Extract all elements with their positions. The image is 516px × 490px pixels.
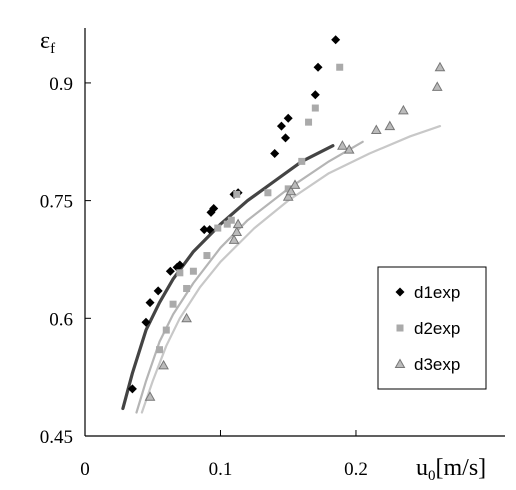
x-tick-label: 0 <box>80 459 90 480</box>
y-tick-label: 0.75 <box>40 192 73 213</box>
y-axis-title: εf <box>40 28 55 57</box>
d3exp-point <box>343 144 355 154</box>
d2exp-point <box>176 269 184 277</box>
d3exp-point <box>282 191 294 201</box>
d2exp-point <box>162 326 170 334</box>
ticks: 0.45 0.6 0.75 0.9 0 0.1 0.2 <box>40 74 368 480</box>
d2exp-point <box>298 157 306 165</box>
x-tick-label: 0.1 <box>209 459 233 480</box>
d2exp-point <box>189 267 197 275</box>
d3exp-point <box>370 124 382 134</box>
d3exp-point <box>384 120 396 131</box>
d1exp-point <box>145 298 155 308</box>
d3exp-point <box>231 226 243 236</box>
fit-curves <box>121 125 442 414</box>
d1exp-point <box>175 260 185 270</box>
d1exp-point <box>281 133 291 143</box>
d1exp-point <box>141 317 151 327</box>
d3exp-point <box>181 312 192 323</box>
d3exp-point <box>289 179 301 189</box>
d2exp-point <box>311 104 319 112</box>
d2exp-point <box>284 185 292 193</box>
y-tick-label: 0.6 <box>49 309 73 330</box>
axes <box>84 28 505 437</box>
fit-curve <box>121 144 335 411</box>
d2exp-point <box>227 216 235 224</box>
data-points <box>127 35 446 401</box>
fit-curve <box>135 140 364 414</box>
x-axis-title: u0[m/s] <box>416 455 486 484</box>
d3exp-point <box>232 218 244 229</box>
d3exp-point <box>228 234 240 244</box>
d2exp-point <box>169 300 177 308</box>
d2exp-point <box>233 190 241 198</box>
d1exp-point <box>153 286 163 296</box>
legend-marker-d1exp <box>395 287 405 297</box>
d1exp-point <box>127 384 137 394</box>
d3exp-point <box>144 391 156 401</box>
d1exp-point <box>310 90 320 100</box>
legend-label-d3exp: d3exp <box>414 355 460 374</box>
d1exp-point <box>270 149 280 159</box>
d3exp-point <box>158 359 169 370</box>
d1exp-point <box>276 121 286 131</box>
d3exp-point <box>431 81 443 91</box>
fit-curve <box>140 125 442 414</box>
legend-box <box>377 266 487 390</box>
d2exp-point <box>223 220 231 228</box>
legend-label-d1exp: d1exp <box>414 283 460 302</box>
legend-marker-d2exp <box>396 324 404 332</box>
d2exp-point <box>183 284 191 292</box>
d1exp-point <box>313 62 323 72</box>
d1exp-point <box>199 225 209 235</box>
d2exp-point <box>203 252 211 260</box>
d1exp-point <box>331 35 341 45</box>
d2exp-point <box>214 224 222 232</box>
d1exp-point <box>165 266 175 276</box>
x-tick-label: 0.2 <box>344 459 368 480</box>
y-tick-label: 0.9 <box>49 74 73 95</box>
d2exp-point <box>305 118 313 126</box>
d2exp-point <box>336 63 344 71</box>
legend: d1exp d2exp d3exp <box>377 266 487 390</box>
d3exp-point <box>337 140 348 150</box>
legend-marker-d3exp <box>394 358 406 368</box>
d1exp-point <box>209 203 219 213</box>
d2exp-point <box>264 189 272 197</box>
d3exp-point <box>398 104 409 115</box>
legend-label-d2exp: d2exp <box>414 319 460 338</box>
d1exp-point <box>283 113 293 123</box>
d2exp-point <box>156 346 164 354</box>
d1exp-point <box>205 225 215 235</box>
d3exp-point <box>434 61 446 72</box>
d3exp-point <box>285 185 297 196</box>
y-tick-label: 0.45 <box>40 427 73 448</box>
